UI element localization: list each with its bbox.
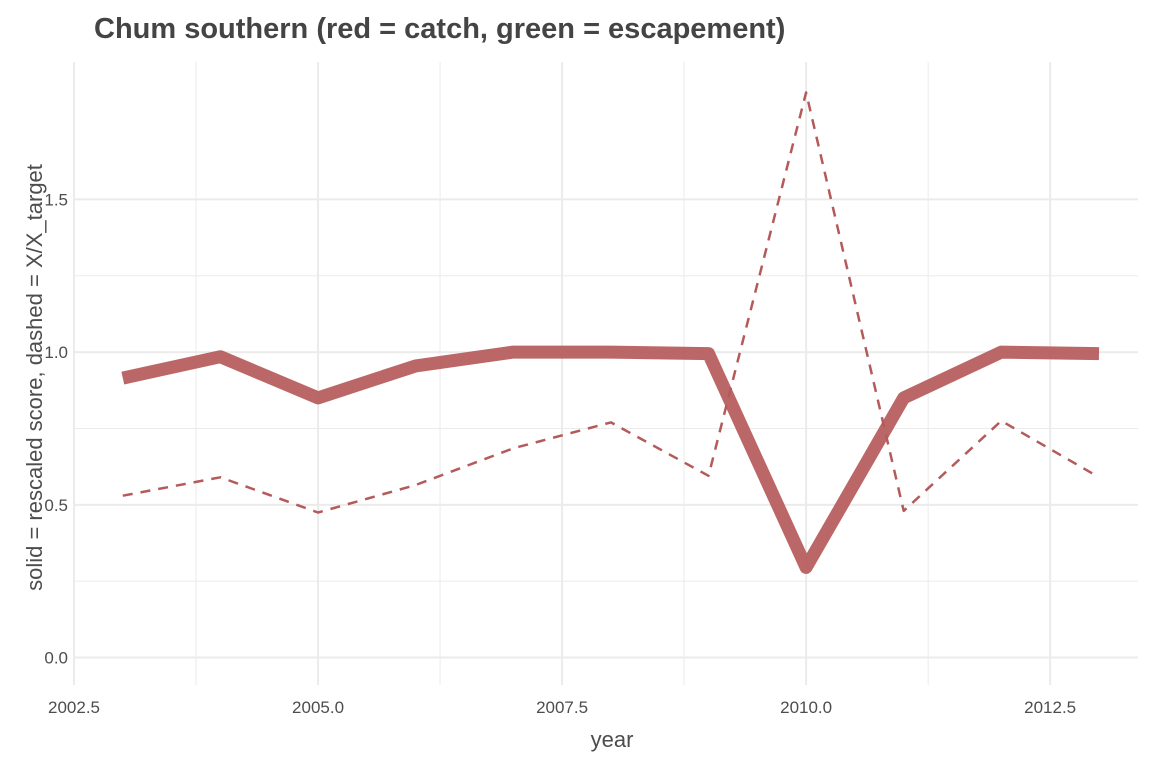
solid-series-line	[121, 345, 1100, 574]
series-layer	[121, 91, 1100, 574]
y-tick-label: 1.0	[44, 343, 68, 362]
x-tick-label: 2010.0	[780, 698, 832, 717]
gridlines	[73, 62, 1138, 685]
dashed-series-line	[122, 91, 1100, 514]
chart-title: Chum southern (red = catch, green = esca…	[94, 13, 785, 45]
x-tick-label: 2012.5	[1024, 698, 1076, 717]
x-tick-label: 2007.5	[536, 698, 588, 717]
x-axis-title: year	[591, 727, 634, 752]
x-tick-label: 2005.0	[292, 698, 344, 717]
x-tick-labels: 2002.5 2005.0 2007.5 2010.0 2012.5	[48, 698, 1076, 717]
y-tick-label: 0.0	[44, 649, 68, 668]
y-tick-label: 1.5	[44, 190, 68, 209]
y-tick-label: 0.5	[44, 496, 68, 515]
x-tick-label: 2002.5	[48, 698, 100, 717]
y-tick-labels: 0.0 0.5 1.0 1.5	[44, 190, 68, 667]
y-axis-title: solid = rescaled score, dashed = X/X_tar…	[22, 164, 47, 591]
